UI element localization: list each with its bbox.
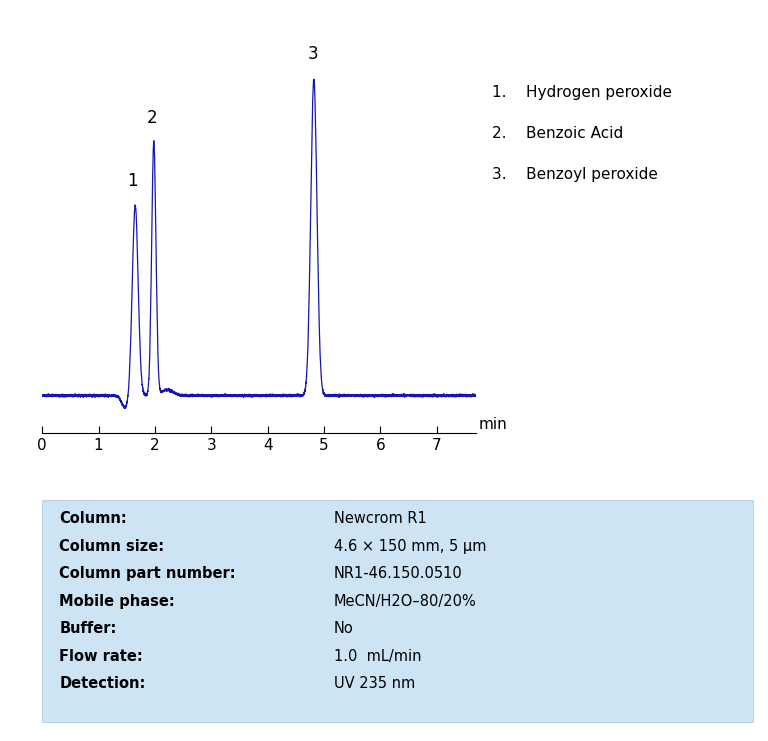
Text: 1.    Hydrogen peroxide: 1. Hydrogen peroxide [492, 85, 671, 100]
Text: Column size:: Column size: [59, 539, 164, 554]
Text: NR1-46.150.0510: NR1-46.150.0510 [334, 566, 463, 581]
Text: min: min [478, 417, 507, 433]
Text: 4.6 × 150 mm, 5 μm: 4.6 × 150 mm, 5 μm [334, 539, 487, 554]
Text: Mobile phase:: Mobile phase: [59, 594, 175, 609]
Text: Detection:: Detection: [59, 677, 145, 691]
Text: 1.0  mL/min: 1.0 mL/min [334, 649, 422, 664]
Text: 2.    Benzoic Acid: 2. Benzoic Acid [492, 126, 623, 141]
Text: Column part number:: Column part number: [59, 566, 236, 581]
Text: Column:: Column: [59, 511, 127, 526]
Text: 3: 3 [307, 45, 318, 63]
Text: MeCN/H2O–80/20%: MeCN/H2O–80/20% [334, 594, 477, 609]
Text: 2: 2 [147, 109, 157, 127]
Text: Newcrom R1: Newcrom R1 [334, 511, 427, 526]
Text: 1: 1 [127, 172, 137, 190]
Text: 3.    Benzoyl peroxide: 3. Benzoyl peroxide [492, 167, 657, 182]
Text: UV 235 nm: UV 235 nm [334, 677, 415, 691]
Text: No: No [334, 621, 354, 637]
Text: Flow rate:: Flow rate: [59, 649, 143, 664]
Text: Buffer:: Buffer: [59, 621, 117, 637]
